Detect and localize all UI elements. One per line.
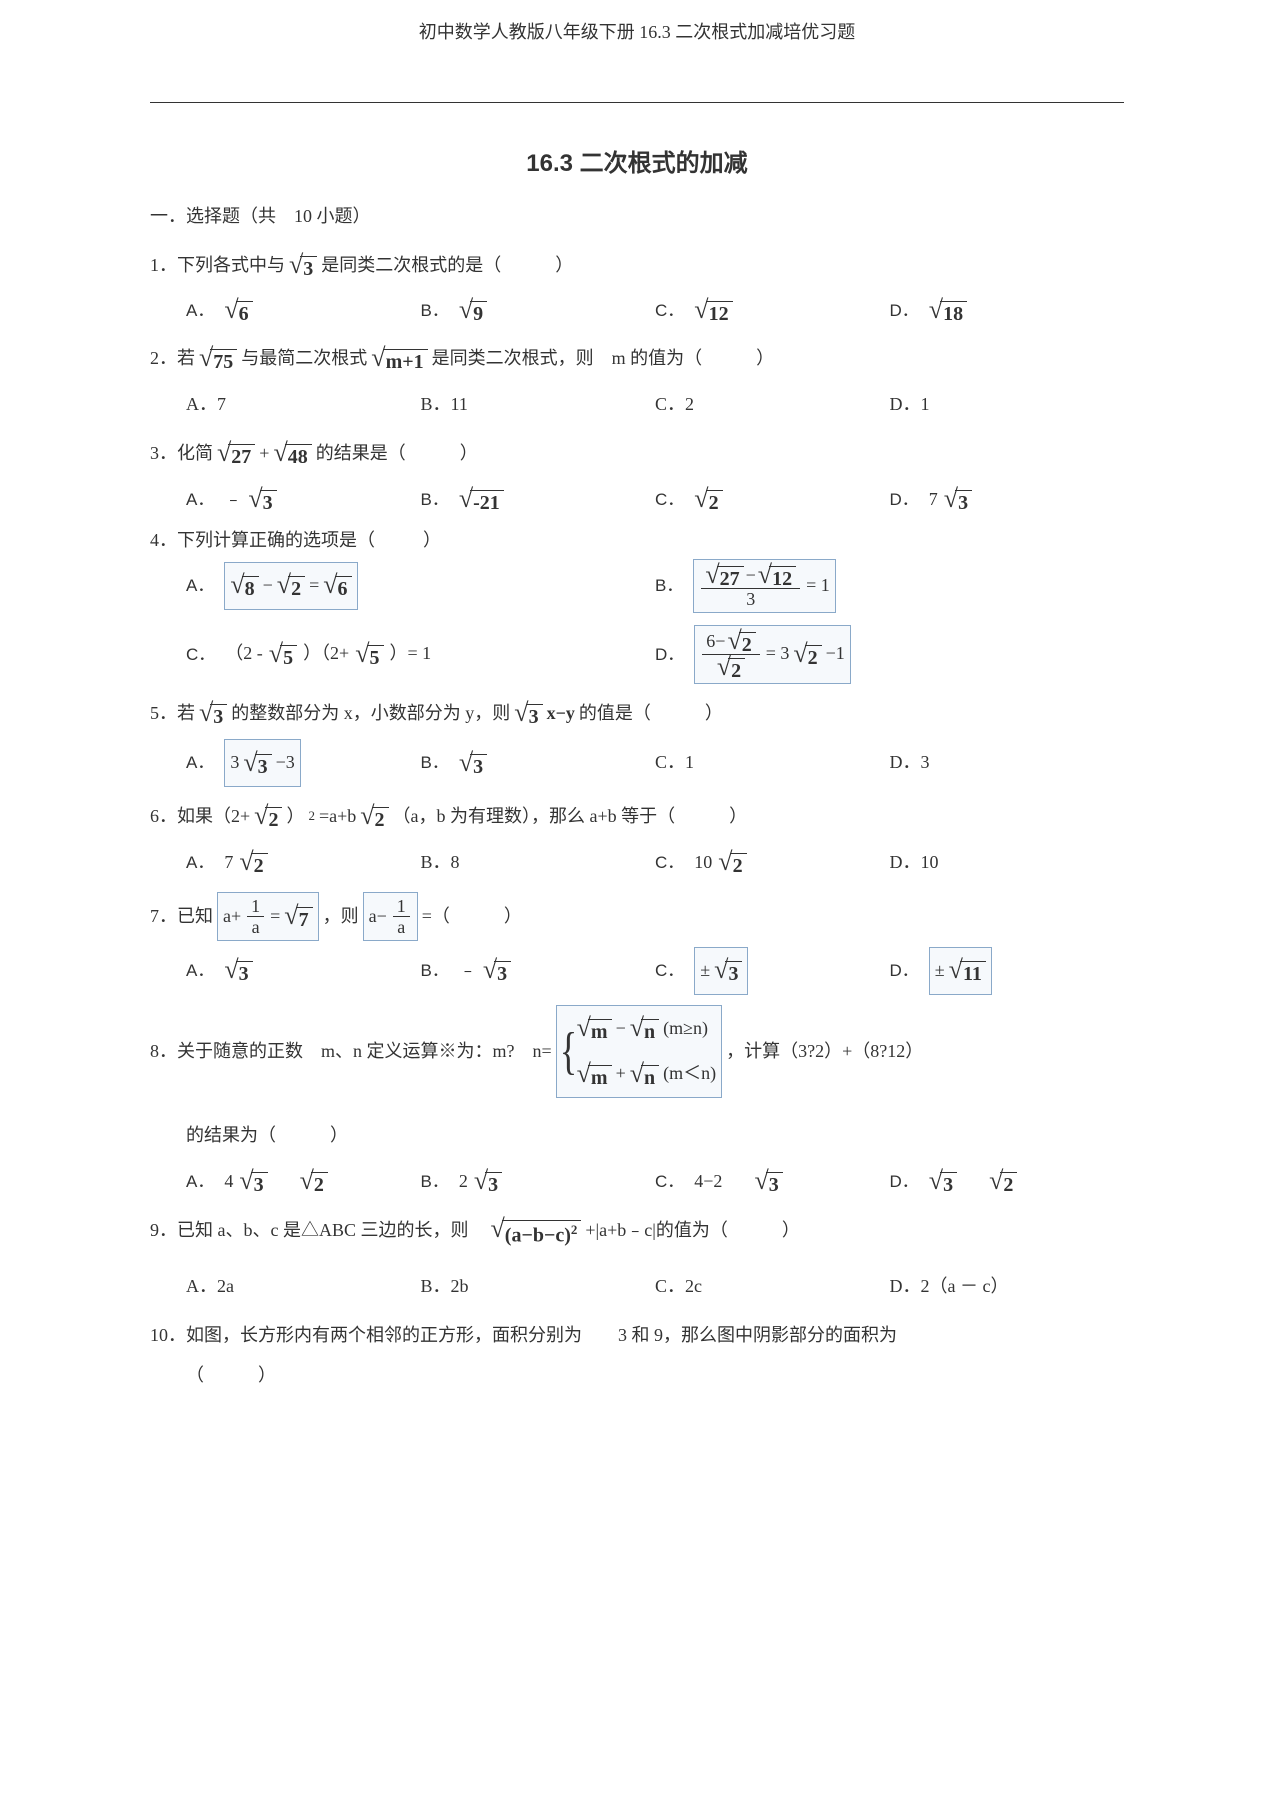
q4-stem-close: ） <box>423 529 441 552</box>
q1-opt-b: B．√9 <box>421 286 656 335</box>
main-title: 16.3 二次根式的加减 <box>150 143 1124 178</box>
sqrt-icon: √3 <box>289 256 317 279</box>
question-10: 10．如图，长方形内有两个相邻的正方形，面积分别为 3 和 9，那么图中阴影部分… <box>150 1316 1124 1395</box>
q2-options: A．7 B．11 C．2 D．1 <box>186 379 1124 431</box>
q3-opt-d: D．7√3 <box>890 474 1125 526</box>
q2-opt-b: B．11 <box>421 379 656 431</box>
q3-opt-b: B．√-21 <box>421 475 656 524</box>
q8-stem-line2: 的结果为（ ） <box>186 1116 1124 1156</box>
q3-opt-c: C．√2 <box>655 475 890 524</box>
q2-rad-a: 75 <box>210 349 237 372</box>
q1-stem: 1．下列各式中与 √3 是同类二次根式的是（ ） <box>150 246 1124 286</box>
q5-opt-b: B．√3 <box>421 738 656 787</box>
q2-b: 与最简二次根式 <box>241 339 367 379</box>
q9-opt-b: B．2b <box>421 1261 656 1313</box>
page: 初中数学人教版八年级下册 16.3 二次根式加减培优习题 16.3 二次根式的加… <box>0 0 1274 1479</box>
q5-opt-c: C．1 <box>655 737 890 789</box>
question-1: 1．下列各式中与 √3 是同类二次根式的是（ ） A．√6 B．√9 C．√12… <box>150 246 1124 335</box>
question-6: 6．如果（2+ √2 ）2 =a+b √2 （a，b 为有理数），那么 a+b … <box>150 797 1124 888</box>
q9-options: A．2a B．2b C．2c D．2（a － c） <box>186 1261 1124 1313</box>
q2-rad-b: m+1 <box>383 349 428 372</box>
q4-opt-a: A． √8 − √2 = √6 <box>186 556 655 616</box>
q7-opt-a: A．√3 <box>186 946 421 995</box>
q1-stem-pre: 1．下列各式中与 <box>150 246 285 286</box>
q4-stem: 4．下列计算正确的选项是（ ） <box>150 529 1124 552</box>
q3-plus: + <box>259 434 269 474</box>
q2-stem: 2．若 √75 与最简二次根式 √m+1 是同类二次根式，则 m 的值为（ ） <box>150 339 1124 379</box>
q3-options: A．﹣√3 B．√-21 C．√2 D．7√3 <box>186 474 1124 526</box>
q5-options: A．3√3−3 B．√3 C．1 D．3 <box>186 733 1124 793</box>
q3-a: 3．化简 <box>150 434 213 474</box>
q2-a: 2．若 <box>150 339 195 379</box>
q8-opt-c: C．4−2√3 <box>655 1156 890 1208</box>
q4-opt-c: C． （2 - √5 ）（2+ √5 ）= 1 <box>186 628 655 680</box>
q9-opt-c: C．2c <box>655 1261 890 1313</box>
q8-opt-d: D．√3√2 <box>890 1157 1125 1206</box>
q6-opt-c: C．10√2 <box>655 837 890 889</box>
q6-stem: 6．如果（2+ √2 ）2 =a+b √2 （a，b 为有理数），那么 a+b … <box>150 797 1124 837</box>
q1-options: A．√6 B．√9 C．√12 D．√18 <box>186 286 1124 335</box>
question-5: 5．若 √3 的整数部分为 x，小数部分为 y，则 √3 x−y 的值是（ ） … <box>150 694 1124 793</box>
q6-options: A．7√2 B．8 C．10√2 D．10 <box>186 837 1124 889</box>
q5-opt-d: D．3 <box>890 737 1125 789</box>
brace-icon: { √m − √n (m≥n) √m + √n (m＜n) <box>556 1005 722 1098</box>
q6-opt-d: D．10 <box>890 837 1125 889</box>
q10-stem: 10．如图，长方形内有两个相邻的正方形，面积分别为 3 和 9，那么图中阴影部分… <box>150 1316 1124 1356</box>
question-4: 4．下列计算正确的选项是（ ） A． √8 − √2 = √6 B． <box>150 529 1124 689</box>
q3-b: 的结果是（ ） <box>316 434 478 474</box>
page-header-title: 初中数学人教版八年级下册 16.3 二次根式加减培优习题 <box>150 0 1124 52</box>
q2-opt-a: A．7 <box>186 379 421 431</box>
q4-options: A． √8 − √2 = √6 B． √27 − √12 <box>186 553 1124 690</box>
q1-d-rad: 18 <box>940 301 967 324</box>
q3-rad-b: 48 <box>285 444 312 467</box>
q2-opt-d: D．1 <box>890 379 1125 431</box>
q8-options: A．4√3√2 B．2√3 C．4−2√3 D．√3√2 <box>186 1156 1124 1208</box>
q9-opt-d: D．2（a － c） <box>890 1261 1125 1313</box>
q9-opt-a: A．2a <box>186 1261 421 1313</box>
q3-stem: 3．化简 √27 + √48 的结果是（ ） <box>150 434 1124 474</box>
question-2: 2．若 √75 与最简二次根式 √m+1 是同类二次根式，则 m 的值为（ ） … <box>150 339 1124 430</box>
q7-opt-d: D．±√11 <box>890 941 1125 1001</box>
question-7: 7．已知 a+ 1a = √7 ，则 a− 1a =（ ） A．√3 B．﹣√3… <box>150 892 1124 1001</box>
q5-stem: 5．若 √3 的整数部分为 x，小数部分为 y，则 √3 x−y 的值是（ ） <box>150 694 1124 734</box>
q7-opt-b: B．﹣√3 <box>421 945 656 997</box>
q5-opt-a: A．3√3−3 <box>186 733 421 793</box>
q6-opt-a: A．7√2 <box>186 837 421 889</box>
q3-opt-a: A．﹣√3 <box>186 474 421 526</box>
section-heading: 一．选择题（共 10 小题） <box>150 202 1124 228</box>
q10-paren: （ ） <box>186 1356 1124 1396</box>
q7-stem: 7．已知 a+ 1a = √7 ，则 a− 1a =（ ） <box>150 892 1124 941</box>
horizontal-rule <box>150 102 1124 103</box>
q8-opt-a: A．4√3√2 <box>186 1156 421 1208</box>
question-8: 8．关于随意的正数 m、n 定义运算※为：m? n= { √m − √n (m≥… <box>150 1005 1124 1207</box>
q1-c-rad: 12 <box>706 301 733 324</box>
question-3: 3．化简 √27 + √48 的结果是（ ） A．﹣√3 B．√-21 C．√2… <box>150 434 1124 525</box>
q1-opt-d: D．√18 <box>890 286 1125 335</box>
q9-stem: 9．已知 a、b、c 是△ABC 三边的长，则 √(a−b−c)2 +|a+b﹣… <box>150 1211 1124 1251</box>
q1-opt-c: C．√12 <box>655 286 890 335</box>
q7-opt-c: C．±√3 <box>655 941 890 1001</box>
q8-stem: 8．关于随意的正数 m、n 定义运算※为：m? n= { √m − √n (m≥… <box>150 1005 1124 1098</box>
q1-opt-a: A．√6 <box>186 286 421 335</box>
q4-opt-d: D． 6−√2 √2 = 3 √2 −1 <box>655 619 1124 690</box>
q3-rad-a: 27 <box>228 444 255 467</box>
q2-opt-c: C．2 <box>655 379 890 431</box>
question-9: 9．已知 a、b、c 是△ABC 三边的长，则 √(a−b−c)2 +|a+b﹣… <box>150 1211 1124 1312</box>
q6-opt-b: B．8 <box>421 837 656 889</box>
q4-stem-text: 4．下列计算正确的选项是（ <box>150 529 375 552</box>
q1-stem-post: 是同类二次根式的是（ ） <box>321 246 573 286</box>
q4-opt-b: B． √27 − √12 3 = 1 <box>655 553 1124 619</box>
q8-opt-b: B．2√3 <box>421 1156 656 1208</box>
q7-options: A．√3 B．﹣√3 C．±√3 D．±√11 <box>186 941 1124 1001</box>
q2-c: 是同类二次根式，则 m 的值为（ ） <box>432 339 775 379</box>
